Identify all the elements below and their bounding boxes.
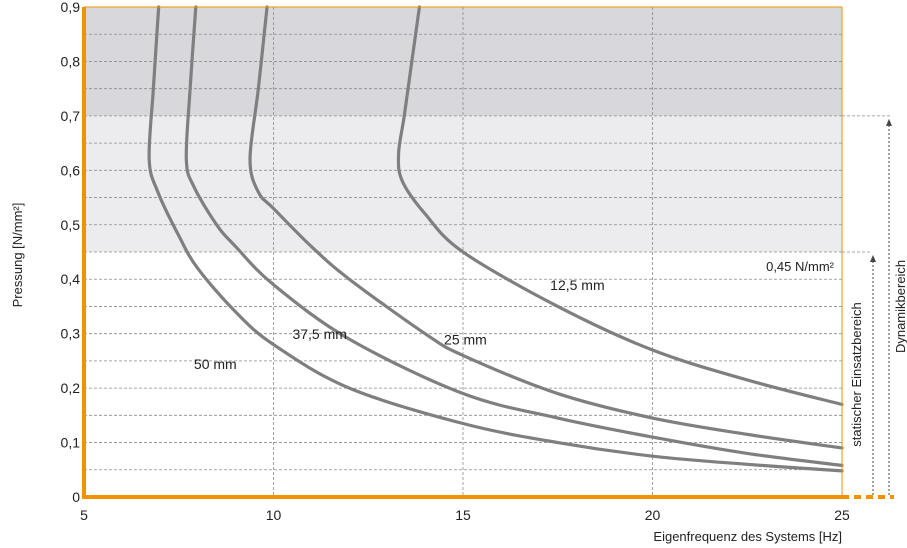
threshold-label: 0,45 N/mm² [766,259,835,274]
x-tick-label: 20 [645,507,661,523]
curve-label-2: 25 mm [444,332,487,348]
range-arrow-head-0 [870,255,876,262]
y-tick-label: 0,3 [61,326,81,342]
y-tick-label: 0,6 [61,162,81,178]
curve-3 [396,5,844,407]
curve-label-1: 37,5 mm [292,326,346,342]
curve-label-3: 12,5 mm [550,277,604,293]
y-tick-label: 0,4 [61,271,81,287]
curves [147,5,844,473]
y-tick-label: 0,5 [61,217,81,233]
curve-label-0: 50 mm [194,356,237,372]
ticks: 5 10 15 20 25 0 0,1 0,2 0,3 0,4 0,5 0,6 0,7 0,8 0,9 [61,0,850,523]
curve-0 [147,5,844,473]
y-tick-label: 0,7 [61,108,81,124]
y-tick-label: 0,9 [61,0,81,15]
axes [82,6,894,499]
x-tick-label: 15 [455,507,471,523]
y-tick-label: 0,8 [61,53,81,69]
annotations: 0,45 N/mm² statischer Einsatzbereich Dynam… [766,115,907,495]
range-label-0: statischer Einsatzbereich [849,302,864,447]
y-tick-label: 0 [72,489,80,505]
y-tick-label: 0,1 [61,435,81,451]
x-tick-label: 10 [266,507,282,523]
range-label-1: Dynamikbereich [893,260,907,353]
x-tick-label: 25 [834,507,850,523]
x-tick-label: 5 [80,507,88,523]
range-arrow-head-1 [886,118,892,126]
curve-1 [184,5,844,468]
y-tick-label: 0,2 [61,380,81,396]
curve-2 [248,5,844,450]
y-axis-title: Pressung [N/mm²] [10,203,25,308]
x-axis-title: Eigenfrequenz des Systems [Hz] [653,529,842,544]
curve-labels: 50 mm 37,5 mm 25 mm 12,5 mm [194,277,605,372]
